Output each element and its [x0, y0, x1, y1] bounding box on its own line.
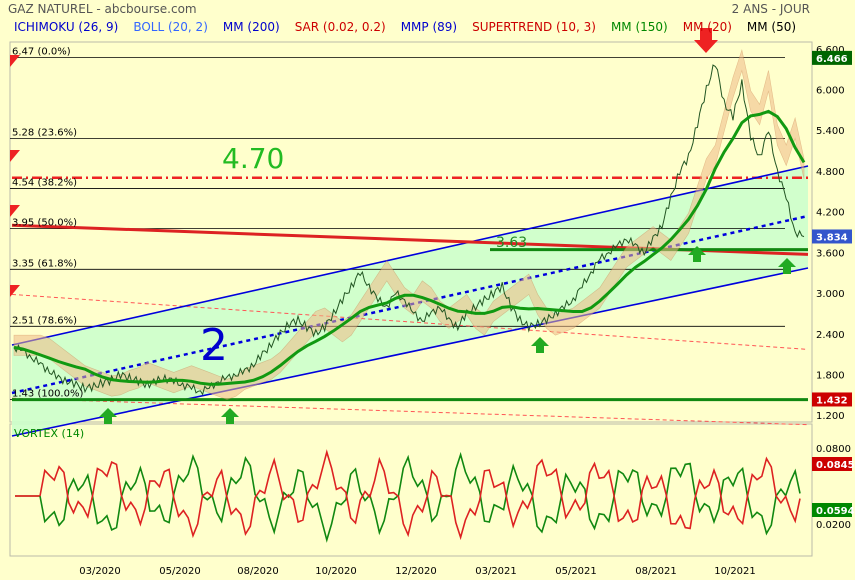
vortex-badge-1-bg — [812, 457, 852, 471]
sar-marker-4 — [10, 285, 20, 297]
buy-arrow-2 — [221, 408, 239, 424]
x-tick-label-2: 05/2020 — [159, 566, 201, 577]
y-tick-label-9: 1.800 — [816, 371, 845, 382]
vortex-minus-line — [39, 451, 801, 543]
y-tick-label-8: 2.400 — [816, 330, 845, 341]
vortex-badge-2-bg — [812, 503, 852, 517]
x-tick-label-6: 03/2021 — [475, 566, 517, 577]
fibonacci-label-4: 3.95 (50.0%) — [12, 218, 77, 229]
legend-item-9: MM (50) — [747, 20, 796, 34]
ichimoku-cloud — [13, 49, 805, 400]
channel-upper-line — [11, 165, 809, 346]
y-tick-label-5: 4.200 — [816, 208, 845, 219]
fibonacci-label-6: 2.51 (78.6%) — [12, 315, 77, 326]
x-tick-label-7: 05/2021 — [555, 566, 597, 577]
price-badge-1-bg — [812, 50, 852, 65]
price-badge-1: 6.466 — [816, 54, 848, 65]
annotation-363: 3.63 — [496, 235, 527, 251]
price-badge-2: 3.834 — [816, 232, 848, 243]
y-tick-label-10: 1.200 — [816, 411, 845, 422]
y-tick-label-4: 4.800 — [816, 167, 845, 178]
sell-arrow — [694, 28, 718, 53]
price-badge-3-bg — [812, 392, 852, 407]
sar-marker-2 — [10, 150, 20, 162]
y-tick-label-2: 6.000 — [816, 86, 845, 97]
channel-lower-line — [11, 267, 809, 437]
buy-arrow-4 — [688, 246, 706, 262]
y-tick-label-6: 3.600 — [816, 248, 845, 259]
vortex-title: VORTEX (14) — [14, 427, 84, 440]
legend-item-6: SUPERTREND (10, 3) — [472, 20, 596, 34]
annotation-wave-2: 2 — [200, 320, 228, 371]
price-line — [13, 64, 805, 396]
y-tick-label-7: 3.000 — [816, 289, 845, 300]
buy-arrow-1 — [99, 408, 117, 424]
buy-arrow-3 — [531, 337, 549, 353]
y-tick-label-1: 6.600 — [816, 45, 845, 56]
fibonacci-label-7: 1.43 (100.0%) — [12, 389, 83, 400]
fibonacci-label-2: 5.28 (23.6%) — [12, 127, 77, 138]
legend-item-4: SAR (0.02, 0.2) — [295, 20, 386, 34]
price-badge-3: 1.432 — [816, 395, 848, 406]
x-tick-label-4: 10/2020 — [315, 566, 357, 577]
legend-item-3: MM (200) — [223, 20, 280, 34]
legend-item-2: BOLL (20, 2) — [133, 20, 208, 34]
fibonacci-label-3: 4.54 (38.2%) — [12, 178, 77, 189]
moving-average-150-line — [13, 109, 806, 386]
x-tick-label-8: 08/2021 — [635, 566, 677, 577]
fibonacci-label-5: 3.35 (61.8%) — [12, 258, 77, 269]
sar-marker-3 — [10, 205, 20, 217]
vortex-badge-1: 0.0845 — [816, 460, 855, 471]
x-tick-label-1: 03/2020 — [79, 566, 121, 577]
x-tick-label-5: 12/2020 — [395, 566, 437, 577]
chart-title: GAZ NATUREL - abcbourse.com — [8, 2, 197, 16]
vortex-y-tick-1: 0.0800 — [816, 444, 851, 455]
legend-item-1: ICHIMOKU (26, 9) — [14, 20, 118, 34]
fibonacci-label-1: 6.47 (0.0%) — [12, 47, 71, 58]
chart-period: 2 ANS - JOUR — [732, 2, 810, 16]
vortex-badge-2: 0.0594 — [816, 506, 855, 517]
legend-item-8: MM (20) — [683, 20, 732, 34]
legend-item-7: MM (150) — [611, 20, 668, 34]
vortex-plus-line — [39, 449, 801, 541]
y-tick-label-3: 5.400 — [816, 126, 845, 137]
annotation-470: 4.70 — [222, 142, 284, 175]
vortex-panel-frame — [9, 423, 813, 557]
vortex-y-tick-2: 0.0200 — [816, 520, 851, 531]
x-tick-label-9: 10/2021 — [714, 566, 756, 577]
legend-item-5: MMP (89) — [401, 20, 457, 34]
price-badge-2-bg — [812, 229, 852, 244]
sar-marker-1 — [10, 55, 20, 67]
buy-arrow-5 — [778, 258, 796, 274]
x-tick-label-3: 08/2020 — [237, 566, 279, 577]
